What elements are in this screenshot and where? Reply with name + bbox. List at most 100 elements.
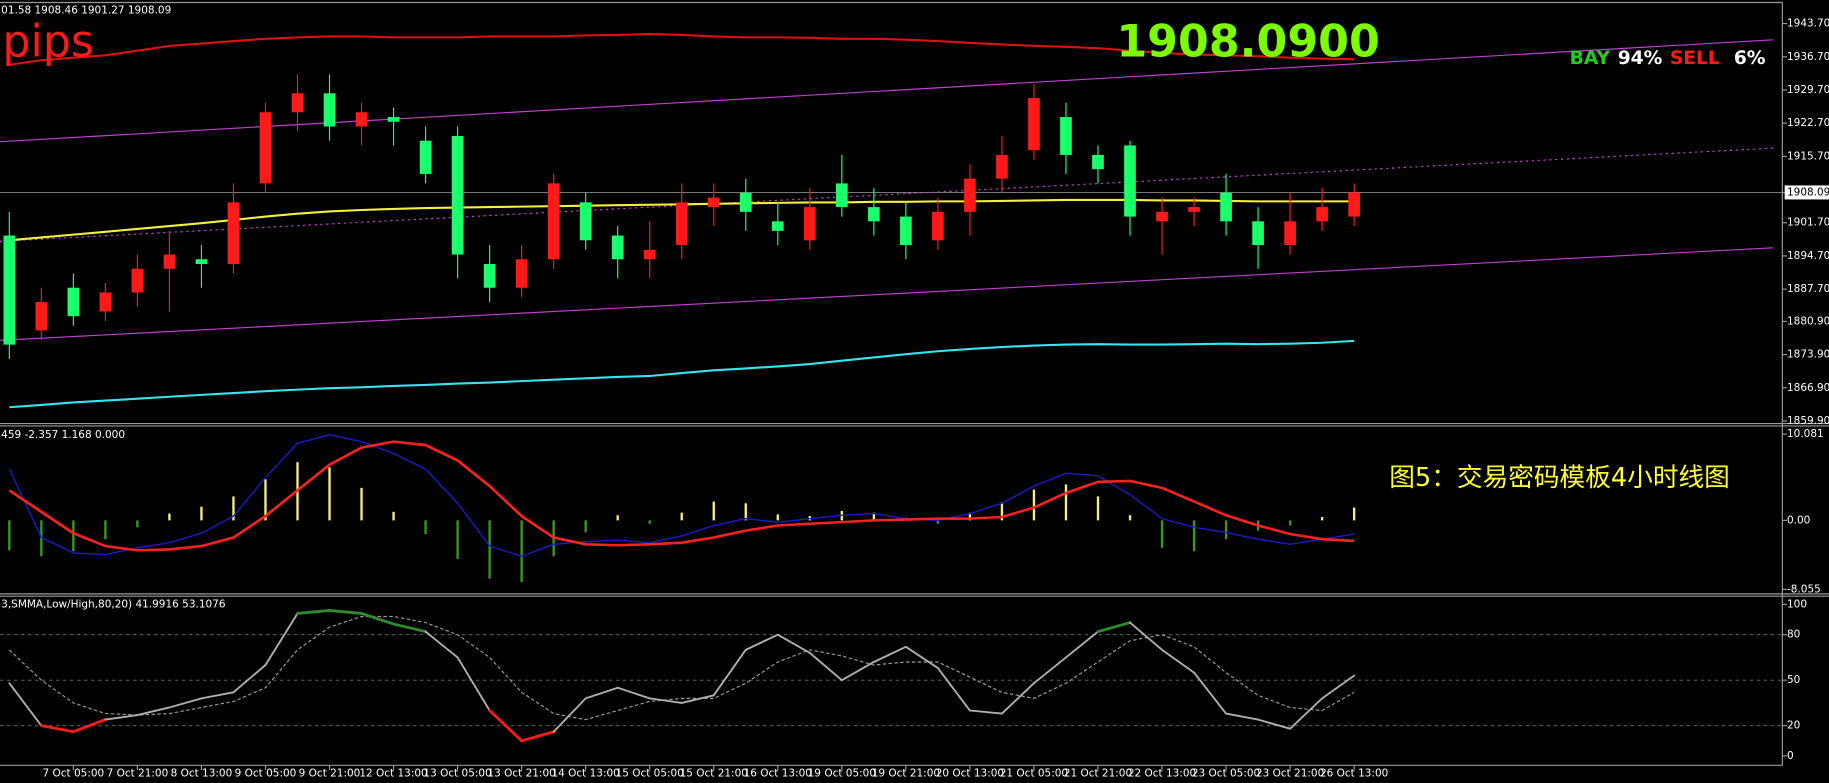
x-tick-label: 21 Oct 21:00 [1064,768,1132,780]
y-tick-label: -8.055 [1787,583,1821,595]
x-tick-label: 21 Oct 05:00 [1000,768,1068,780]
x-tick-label: 14 Oct 13:00 [551,768,619,780]
main-line-segment [264,612,299,666]
y-tick-label: 1908.09 [1787,186,1829,198]
x-tick-label: 19 Oct 05:00 [808,768,876,780]
main-line-segment [840,661,875,682]
x-tick-label: 20 Oct 13:00 [936,768,1004,780]
main-line-segment [872,645,907,663]
y-tick-label: 1859.90 [1787,415,1829,427]
y-tick-label: 1943.70 [1787,18,1829,30]
y-tick-label: 0 [1787,750,1794,762]
candle-body [227,202,240,265]
candle-body [675,202,688,246]
main-line-segment [71,718,107,734]
channel-line [0,247,1774,341]
candle-body [1284,221,1296,246]
candle-body [67,287,80,317]
indicator-line [8,440,1355,552]
candle-body [547,183,560,260]
candle-body [1060,116,1072,155]
gauge-label: SELL [1670,48,1720,69]
candle-body [900,216,912,246]
channel-line [0,147,1774,242]
candle-body [1348,192,1360,217]
x-tick-label: 19 Oct 21:00 [872,768,940,780]
main-line-segment [360,612,395,626]
main-line-segment [1225,712,1260,721]
y-tick-label: 20 [1787,720,1800,732]
main-line-segment [776,633,811,654]
main-line-segment [1193,671,1227,715]
candle-body [996,154,1008,179]
candle-body [195,259,208,265]
main-line-segment [1033,656,1067,685]
current-price-box [1784,185,1829,200]
y-tick-label: 0.00 [1787,514,1810,526]
main-line-segment [8,682,43,727]
main-line-segment [1000,682,1035,715]
y-tick-label: 1929.70 [1787,84,1829,96]
candle-body [99,292,112,312]
main-line-segment [1065,630,1099,659]
main-line-segment [424,630,459,659]
main-line-segment [552,697,587,733]
x-tick-label: 13 Oct 21:00 [487,768,555,780]
main-line-segment [744,633,779,651]
main-line-segment [584,686,619,700]
main-line-segment [296,609,331,615]
main-line-segment [968,709,1003,715]
last-price: 1908.0900 [1116,16,1380,67]
pips-label: pips [2,16,94,67]
candle-body [515,259,528,288]
candle-body [323,93,336,127]
y-tick-label: 50 [1787,674,1800,686]
candle-body [803,207,816,241]
x-tick-label: 23 Oct 21:00 [1256,768,1324,780]
candle-body [387,116,400,122]
candle-body [483,264,496,288]
y-tick-label: 10.081 [1787,428,1824,440]
candle-body [707,197,720,208]
gauge-value: 6% [1734,48,1766,69]
main-line-segment [712,648,747,697]
main-line-segment [1321,674,1356,700]
candle-body [355,112,368,127]
candle-body [163,254,176,269]
candle-body [1188,207,1200,212]
x-tick-label: 23 Oct 05:00 [1192,768,1260,780]
x-tick-label: 15 Oct 21:00 [680,768,748,780]
main-line-segment [936,667,971,712]
x-tick-label: 12 Oct 13:00 [359,768,427,780]
candle-body [835,183,848,208]
candle-body [611,235,624,260]
x-tick-label: 15 Oct 05:00 [616,768,684,780]
main-line-segment [200,691,235,700]
x-tick-label: 13 Oct 05:00 [423,768,491,780]
x-tick-label: 22 Oct 13:00 [1128,768,1196,780]
main-line-segment [904,645,939,669]
main-line-segment [39,724,75,734]
frame [0,1,1829,766]
candle-body [579,202,592,241]
main-line-segment [1129,621,1163,651]
candle-body [739,192,752,212]
y-tick-label: 1922.70 [1787,117,1829,129]
y-tick-label: 1894.70 [1787,250,1829,262]
candle-body [131,268,144,293]
y-tick-label: 1880.90 [1787,315,1829,327]
indicator-line [9,339,1355,409]
x-tick-label: 7 Oct 21:00 [107,768,169,780]
x-tick-label: 16 Oct 13:00 [744,768,812,780]
candle-body [868,207,880,222]
y-tick-label: 1936.70 [1787,51,1829,63]
candle-body [35,301,48,331]
main-line-segment [104,714,139,721]
candle-body [1028,98,1040,151]
candle-body [1220,192,1232,222]
main-line-segment [520,730,556,743]
main-line-segment [392,622,427,634]
main-line-segment [1096,621,1132,634]
candle-body [771,221,784,231]
